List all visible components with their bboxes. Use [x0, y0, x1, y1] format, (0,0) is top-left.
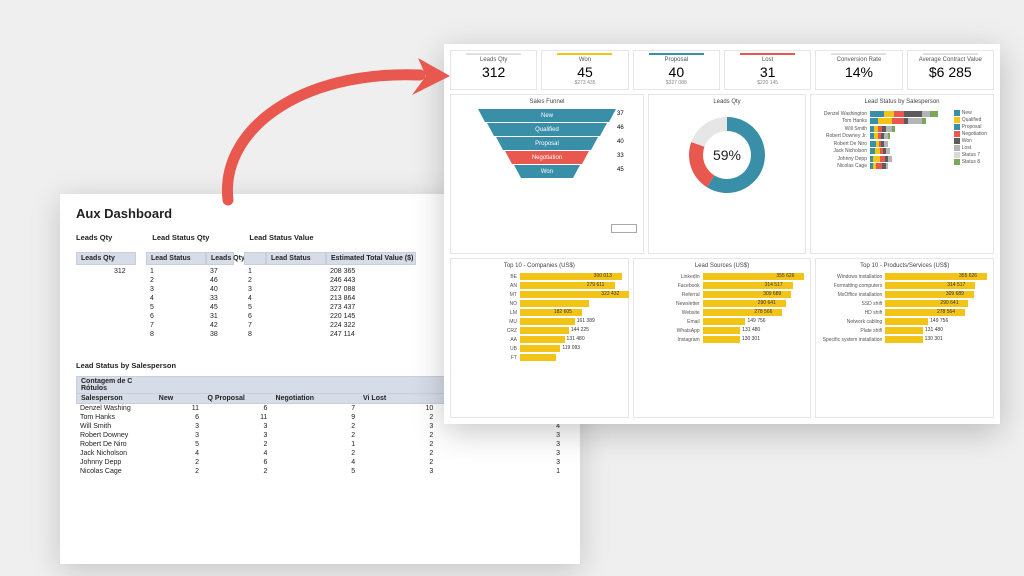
salesperson-row: Jack Nicholson	[817, 148, 950, 154]
donut-card: Leads Qty 59%	[648, 94, 806, 254]
hbar-row: Windows installation355 626	[822, 273, 987, 280]
hbar-row: WhatsApp131 480	[640, 327, 805, 334]
hbar-row: MU161 389	[457, 318, 622, 325]
table-row: Robert Downey33223	[76, 431, 564, 440]
table-row: 631	[146, 312, 234, 321]
funnel-stage: New37	[457, 109, 637, 122]
kpi-row: Leads Qty312Won45$273 435Proposal40$327 …	[450, 50, 994, 90]
legend-item: Won	[954, 138, 987, 144]
sources-card: Lead Sources (US$) LinkedIn355 626Facebo…	[633, 258, 812, 418]
hbar-row: Newsletter290 641	[640, 300, 805, 307]
companies-card: Top 10 - Companies (US$) BE300 013AN279 …	[450, 258, 629, 418]
hbar-row: BE300 013	[457, 273, 622, 280]
table-row: 4213 864	[244, 294, 416, 303]
hbar-row: Network cabling149 756	[822, 318, 987, 325]
table-row: 8247 114	[244, 330, 416, 339]
hbar-row: Email149 756	[640, 318, 805, 325]
table-row: 2246 443	[244, 276, 416, 285]
kpi-card: Won45$273 435	[541, 50, 628, 90]
aux-statusval-col: Lead Status Estimated Total Value ($) 12…	[244, 252, 416, 339]
table-row: 838	[146, 330, 234, 339]
hbar-row: Formatting computers314 517	[822, 282, 987, 289]
hbar-row: MsOffice installation309 689	[822, 291, 987, 298]
hbar-row: LM182 605	[457, 309, 622, 316]
hbar-row: Instagram130 301	[640, 336, 805, 343]
hbar-row: MT322 432	[457, 291, 622, 298]
hbar-row: FT	[457, 354, 622, 361]
hbar-row: Referral309 689	[640, 291, 805, 298]
donut-chart: 59%	[677, 105, 777, 205]
aux-statusqty-col: Lead Status Leads Qty 137246340433545631…	[146, 252, 234, 339]
table-row: 742	[146, 321, 234, 330]
table-row: 1208 365	[244, 267, 416, 276]
funnel-stage: Proposal40	[457, 137, 637, 150]
dashboard-panel: Leads Qty312Won45$273 435Proposal40$327 …	[444, 44, 1000, 424]
salesperson-row: Robert Downey Jr.	[817, 133, 950, 139]
funnel-stage: Won45	[457, 165, 637, 178]
kpi-card: Average Contract Value$6 285	[907, 50, 994, 90]
table-row: 545	[146, 303, 234, 312]
table-row: Jack Nicholson44223	[76, 449, 564, 458]
table-row: 137	[146, 267, 234, 276]
salesperson-row: Robert De Niro	[817, 141, 950, 147]
table-row: Johnny Depp26423	[76, 458, 564, 467]
legend-item: Status 8	[954, 159, 987, 165]
table-row: Robert De Niro52123	[76, 440, 564, 449]
aux-header: Lead Status Value	[249, 233, 313, 242]
table-row: 5273 437	[244, 303, 416, 312]
salesperson-row: Will Smith	[817, 126, 950, 132]
table-row: 433	[146, 294, 234, 303]
svg-text:59%: 59%	[713, 147, 741, 163]
aux-leadsqty-col: Leads Qty 312	[76, 252, 136, 339]
products-card: Top 10 - Products/Services (US$) Windows…	[815, 258, 994, 418]
hbar-row: HD shift278 564	[822, 309, 987, 316]
legend-item: Negotiation	[954, 131, 987, 137]
hbar-row: Facebook314 517	[640, 282, 805, 289]
legend-item: Status 7	[954, 152, 987, 158]
hbar-row: AN279 611	[457, 282, 622, 289]
aux-header: Leads Qty	[76, 233, 112, 242]
salesperson-row: Tom Hanks	[817, 118, 950, 124]
salesperson-row: Johnny Depp	[817, 156, 950, 162]
transformation-arrow	[190, 40, 460, 210]
kpi-card: Conversion Rate14%	[815, 50, 902, 90]
aux-header: Lead Status Qty	[152, 233, 209, 242]
funnel-empty-box	[611, 224, 637, 233]
salesperson-row: Nicolas Cage	[817, 163, 950, 169]
funnel-stage: Qualified46	[457, 123, 637, 136]
hbar-row: Plate shift131 480	[822, 327, 987, 334]
sales-funnel-card: Sales Funnel New37Qualified46Proposal40N…	[450, 94, 644, 254]
hbar-row: Website278 566	[640, 309, 805, 316]
table-row: 3327 088	[244, 285, 416, 294]
table-row: 6220 145	[244, 312, 416, 321]
hbar-row: Specific system installation130 301	[822, 336, 987, 343]
legend-item: Proposal	[954, 124, 987, 130]
funnel-stage: Negotiation33	[457, 151, 637, 164]
kpi-card: Lost31$220 145	[724, 50, 811, 90]
table-row: Nicolas Cage22531	[76, 467, 564, 476]
hbar-row: CRZ144 225	[457, 327, 622, 334]
table-row: 246	[146, 276, 234, 285]
legend-item: New	[954, 110, 987, 116]
hbar-row: AA131 480	[457, 336, 622, 343]
hbar-row: NO	[457, 300, 622, 307]
kpi-card: Leads Qty312	[450, 50, 537, 90]
legend-item: Lost	[954, 145, 987, 151]
legend-item: Qualified	[954, 117, 987, 123]
salesperson-row: Denzel Washington	[817, 111, 950, 117]
salesperson-card: Lead Status by Salesperson Denzel Washin…	[810, 94, 994, 254]
hbar-row: LinkedIn355 626	[640, 273, 805, 280]
hbar-row: SSD shift290 641	[822, 300, 987, 307]
kpi-card: Proposal40$327 088	[633, 50, 720, 90]
table-row: 340	[146, 285, 234, 294]
table-row: 7224 322	[244, 321, 416, 330]
hbar-row: UB119 093	[457, 345, 622, 352]
